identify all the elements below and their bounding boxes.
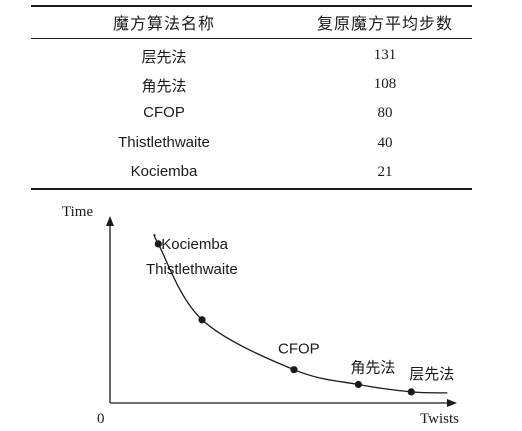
data-point-label: Kociemba [161,236,228,253]
table-cell-algorithm: 层先法 [141,48,187,66]
data-point-label: 角先法 [350,359,395,377]
x-axis-label: Twists [420,411,459,427]
table-top-rule [31,5,472,7]
time-vs-twists-chart: Time Twists 0 Kociemba Thistlethwaite CFOP… [62,204,459,427]
data-point-label: Thistlethwaite [146,261,238,278]
table-header-rule [31,38,472,39]
data-point [198,316,206,324]
table-cell-steps: 131 [373,47,397,63]
table-header-algorithm: 魔方算法名称 [112,14,215,33]
table-bottom-rule [31,188,472,190]
data-point [154,240,162,248]
table-header-average-steps: 复原魔方平均步数 [316,14,453,33]
origin-label: 0 [97,411,105,427]
table-cell-algorithm: CFOP [143,104,185,121]
trend-curve [153,234,448,394]
table-cell-steps: 40 [377,135,393,151]
data-point [407,388,415,396]
table-cell-steps: 80 [377,105,393,121]
data-points-group: Kociemba Thistlethwaite CFOP 角先法 层先法 [146,236,454,396]
data-point-label: CFOP [278,341,320,358]
table-cell-steps: 21 [377,164,393,180]
y-axis-label: Time [62,204,93,220]
table-cell-algorithm: Thistlethwaite [118,134,210,151]
table-cell-algorithm: Kociemba [130,163,198,180]
data-point [354,380,362,389]
table-cell-algorithm: 角先法 [141,77,187,95]
data-point [290,366,298,374]
data-point-label: 层先法 [409,365,454,383]
table-cell-steps: 108 [373,76,397,92]
